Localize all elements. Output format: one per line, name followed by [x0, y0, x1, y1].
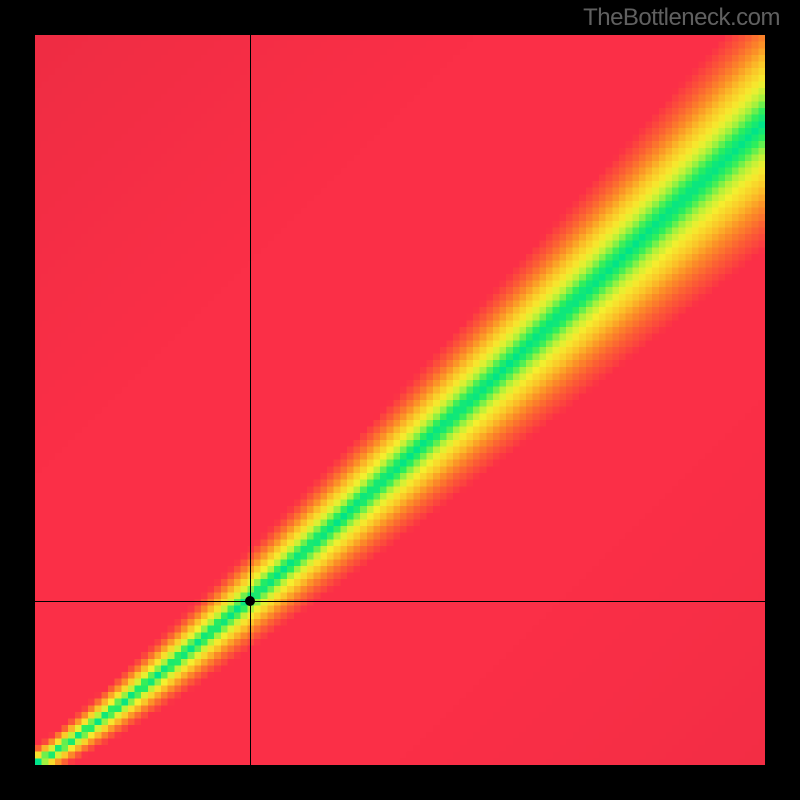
heatmap-canvas [35, 35, 765, 765]
crosshair-vertical-line [250, 35, 251, 765]
heatmap-plot-area [35, 35, 765, 765]
crosshair-marker-dot [245, 596, 255, 606]
watermark-text: TheBottleneck.com [583, 4, 780, 32]
crosshair-horizontal-line [35, 601, 765, 602]
